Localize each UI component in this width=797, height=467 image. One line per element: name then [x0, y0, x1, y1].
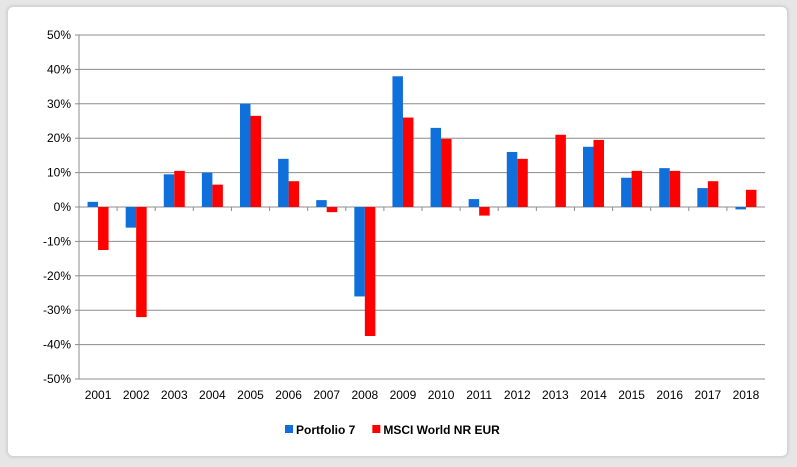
x-tick-label: 2002	[123, 388, 150, 402]
bar-portfolio	[506, 151, 518, 207]
bar-benchmark	[517, 158, 528, 207]
y-tick-label: -20%	[43, 269, 71, 283]
bar-portfolio	[468, 199, 480, 207]
bar-portfolio	[201, 172, 213, 207]
legend-swatch	[372, 425, 381, 433]
x-tick-label: 2005	[237, 388, 264, 402]
x-tick-label: 2008	[351, 388, 378, 402]
bar-portfolio	[125, 207, 137, 228]
y-tick-label: 10%	[47, 166, 71, 180]
bar-benchmark	[136, 207, 147, 318]
bar-benchmark	[745, 189, 757, 207]
y-tick-label: 50%	[47, 28, 71, 42]
y-tick-label: -30%	[43, 303, 71, 317]
legend: Portfolio 7 MSCI World NR EUR	[285, 423, 500, 437]
bar-portfolio	[392, 76, 403, 207]
bar-benchmark	[326, 207, 338, 213]
bar-portfolio	[240, 103, 251, 207]
x-tick-label: 2011	[466, 388, 492, 402]
y-tick-label: -40%	[43, 338, 71, 352]
y-tick-label: 0%	[54, 200, 72, 214]
x-tick-label: 2010	[428, 388, 455, 402]
bar-portfolio	[659, 168, 670, 207]
bar-benchmark	[402, 117, 414, 207]
x-tick-label: 2015	[618, 388, 645, 402]
x-tick-label: 2016	[656, 388, 683, 402]
x-tick-label: 2001	[85, 388, 112, 402]
bar-benchmark	[174, 170, 185, 207]
x-tick-label: 2018	[733, 388, 760, 402]
bar-benchmark	[707, 181, 719, 207]
bar-benchmark	[441, 138, 452, 207]
bar-portfolio	[278, 158, 289, 207]
x-tick-label: 2003	[161, 388, 188, 402]
bar-benchmark	[479, 207, 490, 216]
bar-portfolio	[697, 188, 708, 207]
bar-benchmark	[631, 170, 643, 207]
bar-benchmark	[250, 115, 261, 207]
legend-label: MSCI World NR EUR	[383, 423, 500, 437]
y-tick-label: 40%	[47, 62, 71, 76]
legend-label: Portfolio 7	[296, 423, 356, 437]
x-tick-label: 2004	[199, 388, 226, 402]
bar-portfolio	[163, 174, 175, 207]
bar-benchmark	[98, 207, 109, 250]
y-tick-label: 20%	[47, 131, 71, 145]
bar-portfolio	[430, 127, 442, 207]
legend-swatch	[285, 425, 293, 433]
x-tick-label: 2017	[694, 388, 721, 402]
bar-portfolio	[87, 201, 99, 207]
x-axis: 2001 2002 2003 2004 2005 2006 2007 2008 2009 2010…	[78, 206, 765, 402]
bar-benchmark	[593, 139, 604, 207]
bar-portfolio	[735, 207, 746, 210]
y-tick-label: 30%	[47, 97, 71, 111]
bar-benchmark	[669, 170, 681, 207]
y-tick-label: -50%	[43, 372, 71, 386]
x-tick-label: 2009	[390, 388, 417, 402]
x-tick-label: 2007	[313, 388, 340, 402]
bar-benchmark	[288, 181, 300, 207]
x-tick-label: 2013	[542, 388, 569, 402]
x-tick-label: 2012	[504, 388, 531, 402]
bar-portfolio	[354, 207, 365, 297]
bar-portfolio	[621, 177, 632, 207]
y-tick-label: -10%	[43, 234, 71, 248]
x-tick-label: 2014	[580, 388, 607, 402]
bar-benchmark	[555, 134, 566, 207]
y-axis: 50% 40% 30% 20% 10% 0% -10% -20% -30% -40% -50%	[43, 28, 80, 386]
bars	[87, 76, 757, 336]
bar-portfolio	[583, 146, 594, 207]
bar-portfolio	[316, 200, 327, 207]
bar-benchmark	[364, 207, 376, 336]
bar-benchmark	[212, 184, 223, 207]
x-tick-label: 2006	[275, 388, 302, 402]
